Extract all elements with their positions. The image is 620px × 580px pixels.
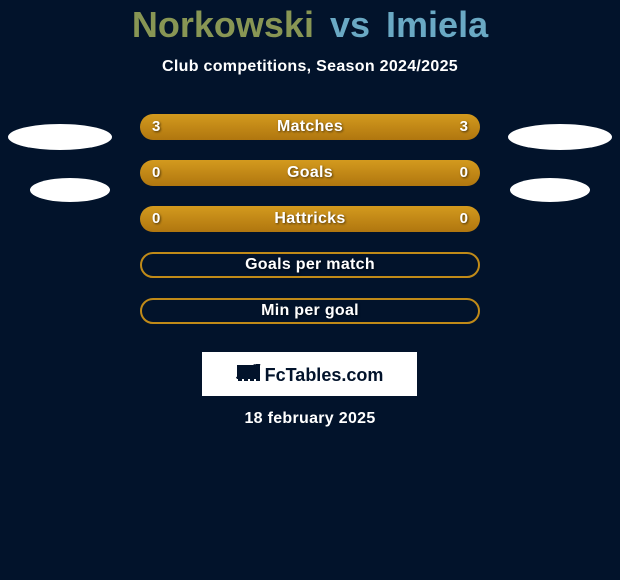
- stat-row: Min per goal: [0, 298, 620, 324]
- stat-label: Goals: [140, 160, 480, 186]
- subtitle: Club competitions, Season 2024/2025: [0, 58, 620, 76]
- stat-value-right: 3: [460, 114, 468, 140]
- stat-row: 3 Matches 3: [0, 114, 620, 140]
- stat-value-right: 0: [460, 160, 468, 186]
- stat-value-right: 0: [460, 206, 468, 232]
- attribution-badge: FcTables.com: [202, 352, 417, 396]
- attribution-inner: FcTables.com: [236, 363, 384, 386]
- stat-label: Matches: [140, 114, 480, 140]
- stat-label: Min per goal: [140, 298, 480, 324]
- date-label: 18 february 2025: [0, 410, 620, 428]
- stat-row: Goals per match: [0, 252, 620, 278]
- stat-row: 0 Hattricks 0: [0, 206, 620, 232]
- comparison-infographic: Norkowski vs Imiela Club competitions, S…: [0, 0, 620, 580]
- page-title: Norkowski vs Imiela: [0, 6, 620, 44]
- player2-name: Imiela: [386, 4, 488, 45]
- attribution-text: FcTables.com: [265, 365, 384, 386]
- stat-label: Hattricks: [140, 206, 480, 232]
- stat-label: Goals per match: [140, 252, 480, 278]
- fctables-icon: [236, 363, 262, 381]
- stat-row: 0 Goals 0: [0, 160, 620, 186]
- title-vs: vs: [330, 4, 370, 45]
- player1-name: Norkowski: [132, 4, 314, 45]
